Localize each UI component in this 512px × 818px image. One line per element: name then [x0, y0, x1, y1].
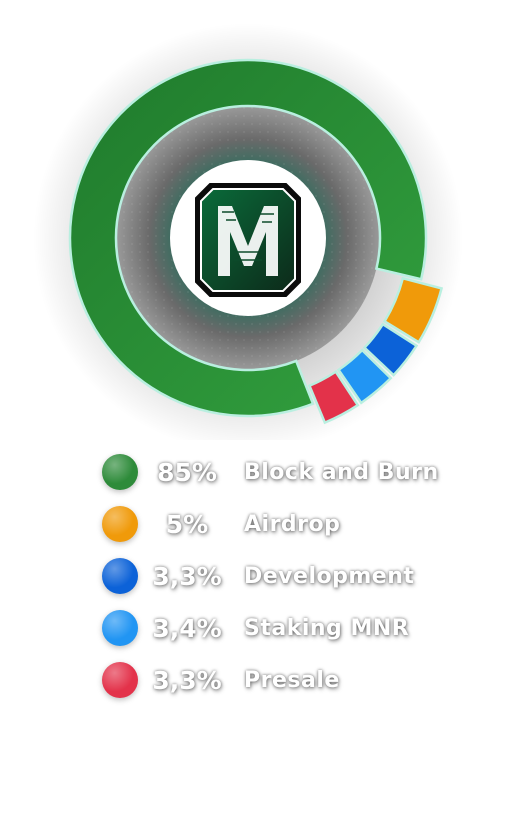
legend-percentage: 5%	[165, 510, 209, 539]
donut-chart: M	[33, 23, 463, 440]
legend-swatch	[102, 558, 138, 594]
legend-percentage: 85%	[157, 458, 217, 487]
legend-item: 3,3% Development	[96, 556, 496, 608]
donut-svg: M	[33, 23, 463, 440]
legend-swatch	[102, 662, 138, 698]
legend-item: 3,3% Presale	[96, 660, 496, 712]
legend-swatch	[102, 454, 138, 490]
logo-icon	[195, 183, 301, 297]
legend-item: 85% Block and Burn	[96, 452, 496, 504]
legend-item: 5% Airdrop	[96, 504, 496, 556]
legend-percentage: 3,3%	[152, 666, 222, 695]
center-logo-text: M	[248, 247, 249, 249]
legend-percentage: 3,3%	[152, 562, 222, 591]
legend: 85% Block and Burn 5% Airdrop 3,3% Developmen…	[96, 452, 496, 712]
slice-staking-mnr	[336, 348, 393, 405]
slice-airdrop	[382, 276, 444, 344]
legend-percentage: 3,4%	[152, 614, 222, 643]
legend-label: Block and Burn	[244, 460, 439, 485]
legend-item: 3,4% Staking MNR	[96, 608, 496, 660]
legend-label: Presale	[244, 668, 340, 693]
slice-development	[362, 322, 419, 377]
legend-swatch	[102, 506, 138, 542]
slice-presale	[307, 370, 360, 425]
slice-block-and-burn	[68, 58, 428, 418]
legend-label: Development	[244, 564, 415, 589]
legend-label: Staking MNR	[244, 616, 410, 641]
legend-swatch	[102, 610, 138, 646]
legend-label: Airdrop	[244, 512, 341, 537]
slices-group	[68, 58, 444, 425]
